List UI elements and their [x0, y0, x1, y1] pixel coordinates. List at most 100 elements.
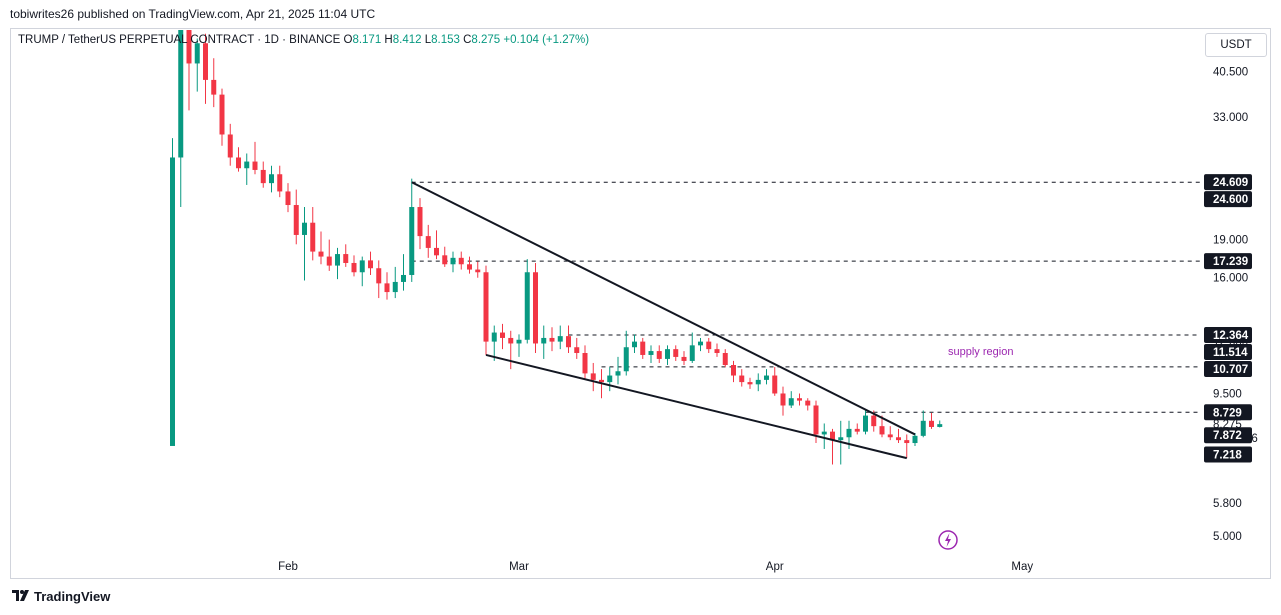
y-tick-label: 5.000 — [1213, 531, 1242, 543]
candle-body — [830, 431, 835, 441]
candle-body — [491, 332, 497, 342]
candle-body — [739, 375, 745, 383]
x-tick-label: May — [1011, 561, 1033, 573]
candle-body — [269, 174, 274, 184]
candle-body — [656, 351, 662, 359]
candle-body — [450, 257, 456, 265]
candle-body — [623, 347, 629, 372]
y-tick-label: 33.000 — [1213, 112, 1248, 124]
candle-body — [401, 274, 406, 282]
x-tick-label: Mar — [509, 561, 529, 573]
candle-body — [590, 373, 596, 380]
candle-body — [541, 337, 547, 344]
level-price-box — [1204, 326, 1252, 343]
candle-body — [359, 260, 365, 273]
level-price-box — [1204, 404, 1252, 421]
candle-body — [368, 260, 373, 269]
candle-body — [747, 382, 753, 385]
candle-body — [722, 353, 728, 366]
candle-body — [929, 420, 934, 427]
candle-body — [508, 337, 514, 344]
candle-body — [566, 336, 571, 348]
candle-body — [574, 347, 580, 354]
symbol-legend: TRUMP / TetherUS PERPETUAL CONTRACT · 1D… — [18, 34, 589, 46]
candle-body — [896, 437, 901, 441]
level-price-box — [1204, 360, 1252, 377]
low-value: 8.153 — [431, 34, 460, 46]
candle-body — [467, 264, 472, 270]
candle-body — [260, 169, 266, 184]
candle-body — [310, 222, 316, 252]
y-tick-label: 9.500 — [1213, 388, 1242, 400]
candle-body — [607, 375, 613, 383]
publisher-line: tobiwrites26 published on TradingView.co… — [10, 7, 376, 21]
candle-body — [244, 161, 250, 169]
candle-body — [500, 332, 505, 338]
candle-body — [871, 415, 877, 427]
candle-body — [409, 207, 415, 275]
y-tick-label: 19.000 — [1213, 235, 1248, 247]
candle-body — [219, 94, 225, 135]
candle-body — [805, 400, 811, 406]
candle-body — [318, 251, 324, 257]
candle-body — [549, 337, 555, 342]
candle-body — [681, 356, 687, 361]
candle-body — [351, 262, 357, 273]
candle-body — [483, 272, 489, 342]
candle-body — [788, 398, 794, 406]
candle-body — [425, 236, 431, 248]
low-label: L — [424, 34, 432, 46]
candle-body — [384, 283, 390, 293]
candle-body — [277, 174, 283, 192]
level-price-box — [1204, 253, 1252, 270]
candle-body — [706, 341, 712, 350]
candle-body — [252, 161, 258, 170]
candle-body — [615, 371, 621, 376]
candle-body — [797, 398, 802, 401]
candle-body — [533, 272, 538, 344]
currency-selector[interactable]: USDT — [1205, 33, 1267, 57]
y-tick-label: 16.000 — [1213, 273, 1248, 285]
candle-body — [813, 405, 819, 435]
candle-body — [170, 157, 175, 446]
candle-body — [582, 353, 588, 374]
level-price-box — [1204, 446, 1252, 463]
candle-body — [516, 339, 522, 344]
candle-body — [879, 426, 885, 435]
candle-body — [285, 191, 291, 206]
candle-body — [343, 254, 349, 263]
level-price-box — [1204, 191, 1252, 208]
symbol-name: TRUMP / TetherUS PERPETUAL CONTRACT · 1D… — [18, 34, 341, 46]
candle-body — [326, 256, 332, 266]
candle-body — [640, 341, 646, 355]
candle-body — [475, 269, 481, 273]
candle-body — [673, 349, 679, 357]
candle-body — [689, 345, 695, 361]
candle-body — [293, 205, 299, 235]
high-value: 8.412 — [392, 34, 422, 46]
tradingview-logo-icon — [12, 589, 30, 604]
close-label: C — [463, 34, 472, 46]
y-tick-label: 5.800 — [1213, 498, 1242, 510]
tradingview-footer[interactable]: TradingView — [12, 589, 110, 604]
open-value: 8.171 — [352, 34, 382, 46]
candle-body — [648, 351, 654, 355]
candle-body — [780, 393, 786, 406]
y-tick-label: 40.500 — [1213, 67, 1248, 79]
candle-body — [863, 415, 868, 432]
event-bolt-glyph — [945, 533, 951, 547]
candle-body — [302, 222, 307, 235]
trendline-lower — [485, 353, 907, 460]
level-price-label: 8.729 — [1213, 407, 1242, 419]
candle-body — [937, 424, 943, 427]
plot-area: supply region — [170, 30, 1200, 465]
candle-body — [335, 254, 340, 266]
candle-body — [178, 30, 184, 158]
candle-body — [764, 375, 769, 380]
level-price-box — [1204, 427, 1252, 444]
candle-body — [236, 157, 241, 169]
candle-body — [434, 247, 439, 256]
candle-body — [524, 272, 530, 340]
x-tick-label: Apr — [766, 561, 784, 573]
